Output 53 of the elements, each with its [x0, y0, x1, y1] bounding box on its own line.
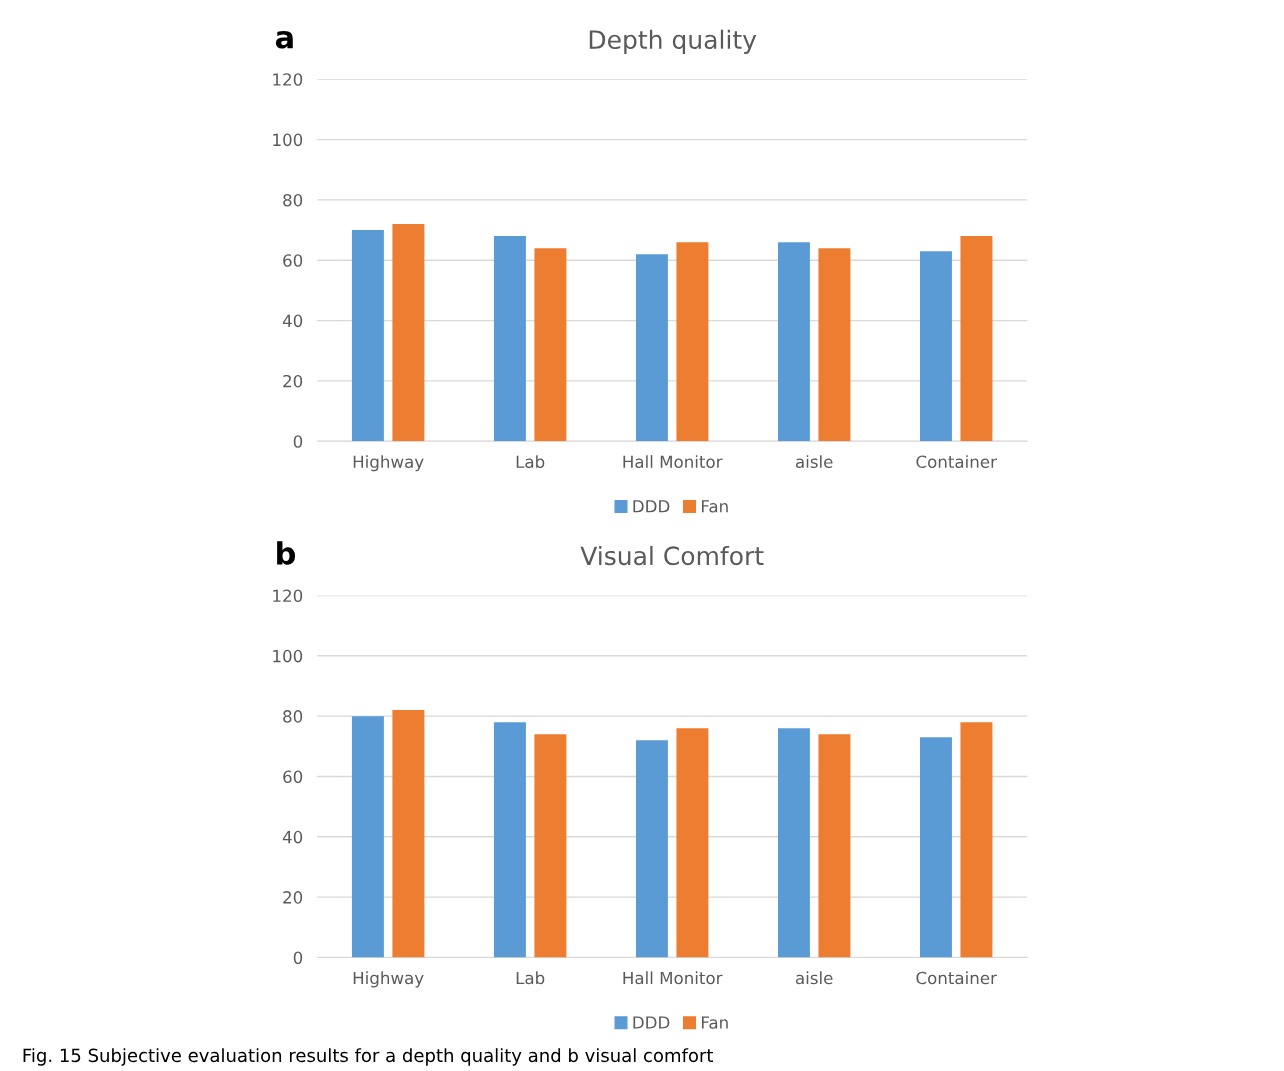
y-tick-label: 60 [283, 254, 303, 267]
text: a [275, 31, 293, 49]
x-tick-label: aisle [795, 971, 833, 985]
legend-label: DDD [633, 1016, 670, 1029]
x-tick-label: Container [916, 971, 997, 985]
y-tick-label: 100 [273, 649, 303, 663]
caption: Fig. 15 Subjective evaluation results for a depth quality and b visual comfort [23, 1048, 714, 1066]
x-tick-label: Highway [353, 971, 424, 988]
chart-title: Visual Comfort [580, 545, 764, 566]
bar [676, 728, 709, 958]
y-tick-label: 60 [283, 770, 303, 784]
bar [534, 734, 567, 958]
bar [818, 248, 851, 442]
legend-label: Fan [701, 1016, 728, 1029]
y-tick-label: 100 [273, 133, 303, 147]
x-tick-label: Highway [353, 455, 424, 472]
bar [392, 224, 425, 442]
x-tick-label: Hall Monitor [623, 455, 723, 469]
y-tick-label: 0 [293, 951, 303, 965]
bar [676, 242, 709, 442]
bar [777, 728, 810, 958]
x-tick-label: aisle [795, 455, 833, 469]
y-tick-label: 120 [273, 589, 303, 603]
bar [493, 236, 526, 442]
bar [351, 716, 384, 958]
bar [493, 722, 526, 958]
x-tick-label: Container [916, 455, 997, 469]
bar [960, 236, 993, 442]
y-tick-label: 20 [283, 374, 303, 388]
y-tick-label: 80 [283, 193, 303, 207]
y-tick-label: 20 [283, 891, 303, 904]
bar [635, 254, 668, 442]
bar [392, 710, 425, 958]
y-tick-label: 40 [282, 314, 303, 328]
legend-label: DDD [633, 500, 670, 513]
text: b [277, 541, 296, 565]
y-tick-label: 0 [293, 435, 303, 448]
bar [818, 734, 851, 958]
x-tick-label: Lab [516, 455, 545, 469]
x-tick-label: Hall Monitor [623, 971, 723, 985]
y-tick-label: 120 [273, 73, 303, 86]
y-tick-label: 40 [282, 830, 303, 844]
bar [919, 737, 952, 958]
bar [635, 740, 668, 958]
bar [919, 251, 952, 442]
x-tick-label: Lab [516, 971, 545, 985]
bar [534, 248, 567, 442]
bar [777, 242, 810, 442]
y-tick-label: 80 [283, 710, 303, 723]
chart-title: Depth quality [589, 29, 757, 54]
bar [960, 722, 993, 958]
bar [351, 230, 384, 442]
legend-label: Fan [701, 500, 728, 513]
